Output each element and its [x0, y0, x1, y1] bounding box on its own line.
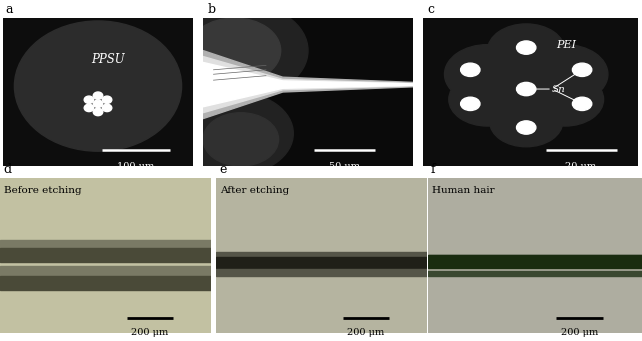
Polygon shape [203, 57, 413, 113]
Bar [428, 255, 642, 268]
Text: e: e [219, 163, 227, 176]
Circle shape [449, 73, 526, 126]
Text: d: d [3, 163, 11, 176]
Bar [0, 240, 211, 249]
Circle shape [93, 108, 103, 116]
Bar [428, 271, 642, 276]
Text: 200 μm: 200 μm [131, 328, 168, 337]
Text: PEI: PEI [557, 40, 577, 50]
Text: After etching: After etching [220, 186, 290, 195]
Text: 200 μm: 200 μm [561, 328, 598, 337]
Circle shape [517, 121, 536, 134]
Bar [0, 266, 211, 277]
Bar [0, 276, 211, 290]
Circle shape [517, 41, 536, 54]
Bar [216, 269, 427, 276]
Text: 100 μm: 100 μm [117, 162, 155, 170]
Circle shape [84, 96, 94, 103]
Circle shape [444, 45, 530, 104]
Text: 200 μm: 200 μm [347, 328, 385, 337]
Polygon shape [203, 50, 413, 119]
Circle shape [487, 24, 565, 77]
Polygon shape [203, 62, 413, 107]
Bar [216, 252, 427, 258]
Text: f: f [431, 163, 436, 176]
Circle shape [173, 3, 308, 98]
Circle shape [93, 100, 103, 107]
Circle shape [460, 97, 480, 110]
Circle shape [188, 18, 281, 83]
Circle shape [102, 96, 112, 103]
Text: b: b [208, 3, 216, 16]
Text: Sn: Sn [552, 85, 566, 93]
Text: 50 μm: 50 μm [329, 162, 360, 170]
Circle shape [176, 92, 293, 175]
Text: Before etching: Before etching [4, 186, 82, 195]
Circle shape [460, 63, 480, 76]
Circle shape [93, 92, 103, 99]
Circle shape [522, 45, 608, 104]
Circle shape [526, 73, 603, 126]
Circle shape [517, 83, 536, 96]
Text: PPSU: PPSU [91, 53, 125, 66]
Text: a: a [5, 3, 12, 16]
Bar [0, 248, 211, 262]
Circle shape [203, 113, 279, 166]
Circle shape [490, 97, 563, 147]
Circle shape [573, 97, 592, 110]
Circle shape [102, 104, 112, 112]
Text: 20 μm: 20 μm [566, 162, 596, 170]
Circle shape [573, 63, 592, 76]
Text: Human hair: Human hair [432, 186, 495, 195]
Circle shape [84, 104, 94, 112]
Text: c: c [427, 3, 434, 16]
Bar [216, 257, 427, 268]
Circle shape [14, 21, 182, 151]
Bar [428, 255, 642, 260]
Circle shape [474, 42, 578, 113]
